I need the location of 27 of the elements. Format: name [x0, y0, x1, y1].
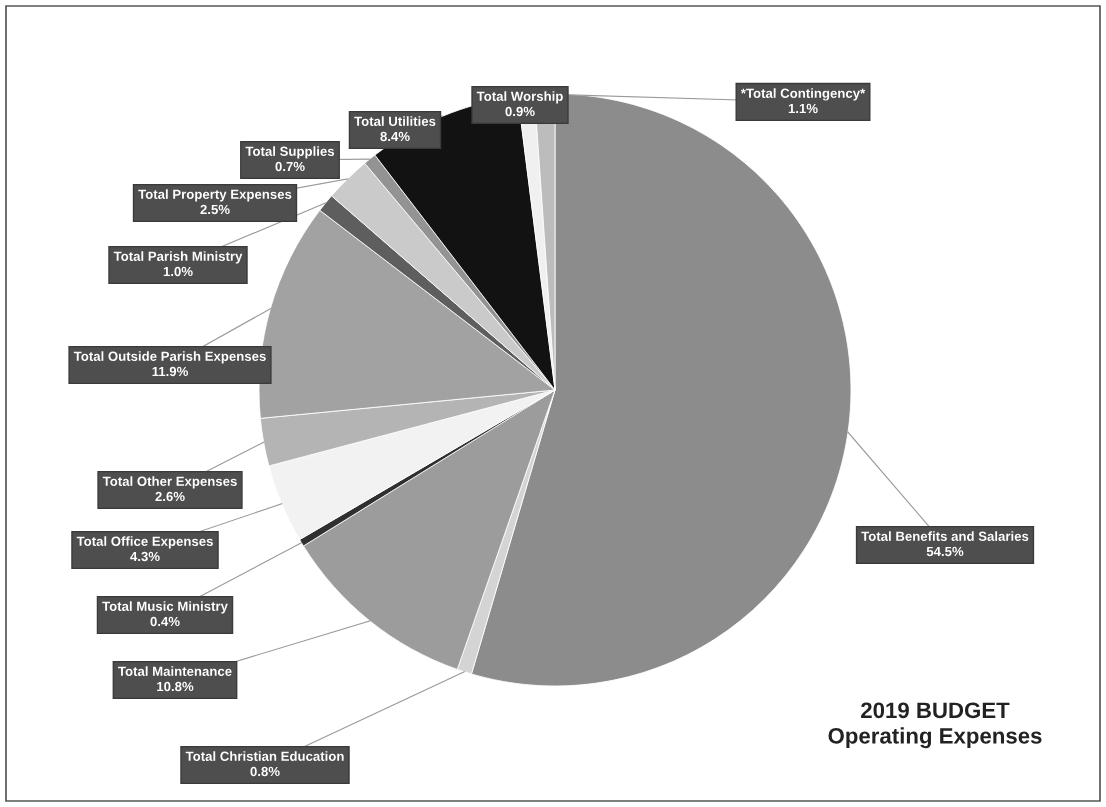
slice-label: Total Benefits and Salaries: [861, 531, 1029, 541]
data-label: 0.4%: [150, 616, 180, 627]
slice-label: Total Other Expenses: [102, 476, 237, 489]
slice-label: Total Maintenance: [118, 666, 232, 676]
data-label: 1.1%: [788, 103, 818, 114]
data-label: 8.4%: [380, 131, 410, 142]
slice-label: Total Property Expenses: [138, 189, 292, 202]
slice-label: Total Music Ministry: [102, 601, 228, 614]
data-label: 2.5%: [200, 204, 230, 215]
data-label: 11.9%: [152, 366, 188, 377]
slice-label: Total Worship: [476, 91, 563, 104]
slice-label: Total Utilities: [354, 116, 436, 126]
data-label: 10.8%: [157, 681, 194, 692]
data-label: 0.9%: [505, 106, 535, 117]
data-label: 54.5%: [926, 546, 964, 557]
slice-label: Total Christian Education: [185, 751, 344, 761]
slice-label: *Total Contingency*: [740, 88, 866, 101]
slice-label: Total Parish Ministry: [113, 251, 243, 264]
data-label: 1.0%: [163, 266, 193, 277]
text: 2019 BUDGET Operating Expenses: [828, 702, 1042, 749]
slice-label: Total Office Expenses: [76, 536, 213, 549]
data-label: 4.3%: [130, 551, 160, 562]
data-label: 0.8%: [250, 766, 280, 777]
data-label: 0.7%: [275, 161, 305, 172]
data-label: 2.6%: [155, 491, 185, 502]
slice-label: Total Outside Parish Expenses: [73, 351, 266, 364]
slice-label: Total Supplies: [245, 146, 335, 159]
